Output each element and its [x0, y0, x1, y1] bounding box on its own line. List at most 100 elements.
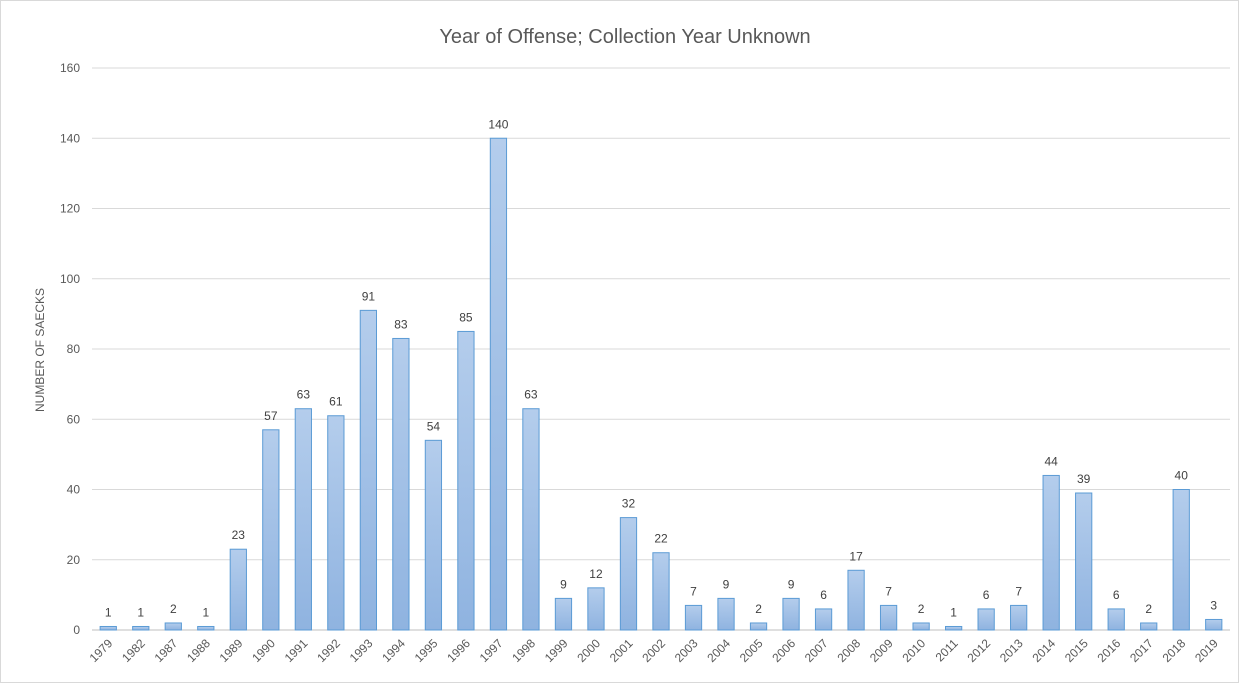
data-label-2006: 9 [788, 577, 795, 591]
x-tick-label: 2004 [704, 636, 733, 665]
y-tick-label: 60 [67, 412, 81, 426]
data-label-1995: 54 [427, 419, 441, 433]
bar-1979 [99, 625, 117, 631]
x-tick-label: 2000 [574, 636, 603, 665]
bar-2010 [912, 622, 930, 631]
data-label-1987: 2 [170, 602, 177, 616]
x-tick-label: 2017 [1127, 636, 1156, 665]
bars [99, 137, 1223, 631]
x-tick-label: 2006 [769, 636, 798, 665]
x-tick-label: 1998 [509, 636, 538, 665]
data-label-2003: 7 [690, 584, 697, 598]
bar-2006 [782, 597, 800, 631]
x-tick-label: 1996 [444, 636, 473, 665]
bar-2012 [977, 608, 995, 631]
y-tick-label: 20 [67, 553, 81, 567]
data-label-1989: 23 [232, 528, 246, 542]
x-tick-label: 1992 [314, 636, 343, 665]
data-label-2005: 2 [755, 602, 762, 616]
x-tick-label: 1997 [477, 636, 506, 665]
bar-2019 [1205, 618, 1223, 631]
x-tick-label: 1979 [87, 636, 116, 665]
x-tick-label: 1993 [347, 636, 376, 665]
data-label-2001: 32 [622, 497, 636, 511]
bar-1989 [229, 548, 247, 631]
y-tick-label: 120 [60, 202, 80, 216]
bar-2011 [945, 625, 963, 631]
data-label-2012: 6 [983, 588, 990, 602]
bar-1996 [457, 330, 475, 631]
bar-1998 [522, 408, 540, 631]
y-axis-label: NUMBER OF SAECKS [33, 288, 47, 412]
y-tick-label: 0 [73, 623, 80, 637]
data-label-1982: 1 [137, 605, 144, 619]
data-label-2007: 6 [820, 588, 827, 602]
bar-2016 [1107, 608, 1125, 631]
bar-2008 [847, 569, 865, 631]
data-label-2002: 22 [654, 532, 668, 546]
bar-1987 [164, 622, 182, 631]
y-tick-label: 140 [60, 131, 80, 145]
x-tick-label: 1987 [152, 636, 181, 665]
x-tick-label: 2019 [1192, 636, 1221, 665]
data-label-2008: 17 [849, 549, 863, 563]
bar-1988 [197, 625, 215, 631]
chart-title: Year of Offense; Collection Year Unknown [439, 26, 810, 48]
bar-1994 [392, 337, 410, 631]
data-label-2014: 44 [1044, 454, 1058, 468]
data-label-1990: 57 [264, 409, 278, 423]
data-label-2013: 7 [1015, 584, 1022, 598]
data-label-1999: 9 [560, 577, 567, 591]
data-label-2019: 3 [1210, 598, 1217, 612]
y-tick-label: 100 [60, 272, 80, 286]
bar-2005 [749, 622, 768, 631]
x-tick-label: 2010 [899, 636, 928, 665]
x-tick-label: 2013 [997, 636, 1026, 665]
bar-2007 [814, 608, 833, 631]
bar-2014 [1042, 474, 1060, 631]
data-label-2015: 39 [1077, 472, 1091, 486]
x-tick-label: 2001 [607, 636, 636, 665]
x-tick-label: 2018 [1160, 636, 1189, 665]
bar-2015 [1075, 492, 1093, 631]
x-tick-label: 2015 [1062, 636, 1091, 665]
data-label-2011: 1 [950, 605, 957, 619]
data-label-1992: 61 [329, 395, 343, 409]
bar-1999 [554, 597, 573, 631]
data-label-1988: 1 [202, 605, 209, 619]
x-tick-label: 1988 [184, 636, 213, 665]
x-tick-label: 2002 [639, 636, 668, 665]
x-ticks: 1979 1982 1987 1988 1989 1990 1991 1992 1993 1994… [87, 636, 1221, 665]
bar-1992 [327, 415, 345, 631]
data-label-2010: 2 [918, 602, 925, 616]
bar-2002 [652, 552, 670, 631]
x-tick-label: 1995 [412, 636, 441, 665]
y-tick-label: 40 [67, 483, 81, 497]
x-tick-label: 2011 [933, 636, 961, 664]
x-tick-label: 2003 [672, 636, 701, 665]
data-label-2016: 6 [1113, 588, 1120, 602]
data-label-1979: 1 [105, 605, 112, 619]
bar-2018 [1172, 489, 1190, 631]
bar-2000 [587, 587, 605, 631]
x-tick-label: 2014 [1030, 636, 1059, 665]
x-tick-label: 2012 [964, 636, 993, 665]
bar-1991 [294, 408, 312, 631]
data-label-1997: 140 [488, 117, 508, 131]
gridlines [92, 67, 1230, 631]
bar-2003 [684, 604, 703, 631]
x-tick-label: 1999 [542, 636, 571, 665]
bar-1982 [132, 625, 150, 631]
x-tick-label: 1990 [249, 636, 278, 665]
x-tick-label: 2008 [834, 636, 863, 665]
bar-1997 [489, 137, 508, 631]
bar-1993 [359, 309, 378, 631]
bar-2013 [1010, 604, 1028, 631]
x-tick-label: 1982 [119, 636, 148, 665]
y-tick-label: 160 [60, 61, 80, 75]
x-tick-label: 2007 [802, 636, 831, 665]
data-labels: 1 1 2 1235763619183548514063912322279296177… [105, 117, 1217, 619]
x-tick-label: 2009 [867, 636, 896, 665]
